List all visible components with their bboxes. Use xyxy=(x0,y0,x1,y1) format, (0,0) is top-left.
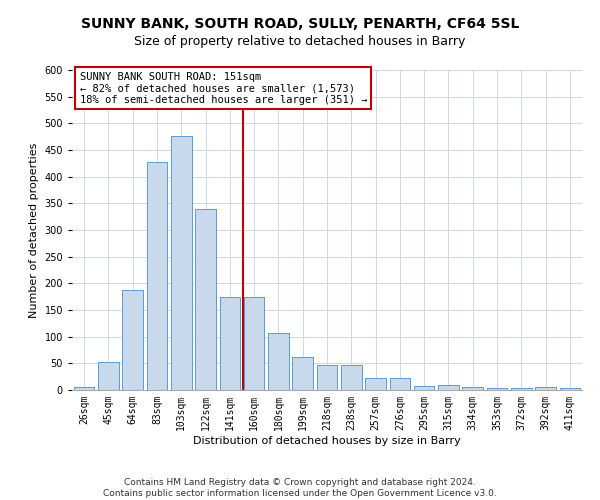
Bar xyxy=(171,136,191,390)
X-axis label: Distribution of detached houses by size in Barry: Distribution of detached houses by size … xyxy=(193,436,461,446)
Bar xyxy=(414,386,434,390)
Text: Contains HM Land Registry data © Crown copyright and database right 2024.
Contai: Contains HM Land Registry data © Crown c… xyxy=(103,478,497,498)
Bar xyxy=(195,208,216,390)
Bar xyxy=(560,388,580,390)
Bar xyxy=(122,290,143,390)
Bar xyxy=(365,378,386,390)
Bar xyxy=(487,388,508,390)
Bar xyxy=(244,297,265,390)
Text: SUNNY BANK, SOUTH ROAD, SULLY, PENARTH, CF64 5SL: SUNNY BANK, SOUTH ROAD, SULLY, PENARTH, … xyxy=(81,18,519,32)
Bar xyxy=(463,388,483,390)
Text: Size of property relative to detached houses in Barry: Size of property relative to detached ho… xyxy=(134,35,466,48)
Bar xyxy=(98,362,119,390)
Y-axis label: Number of detached properties: Number of detached properties xyxy=(29,142,39,318)
Bar xyxy=(146,162,167,390)
Bar xyxy=(535,388,556,390)
Bar xyxy=(341,366,362,390)
Bar xyxy=(389,378,410,390)
Bar xyxy=(511,388,532,390)
Bar xyxy=(74,388,94,390)
Bar xyxy=(220,297,240,390)
Bar xyxy=(268,333,289,390)
Bar xyxy=(292,357,313,390)
Text: SUNNY BANK SOUTH ROAD: 151sqm
← 82% of detached houses are smaller (1,573)
18% o: SUNNY BANK SOUTH ROAD: 151sqm ← 82% of d… xyxy=(80,72,367,105)
Bar xyxy=(438,384,459,390)
Bar xyxy=(317,365,337,390)
